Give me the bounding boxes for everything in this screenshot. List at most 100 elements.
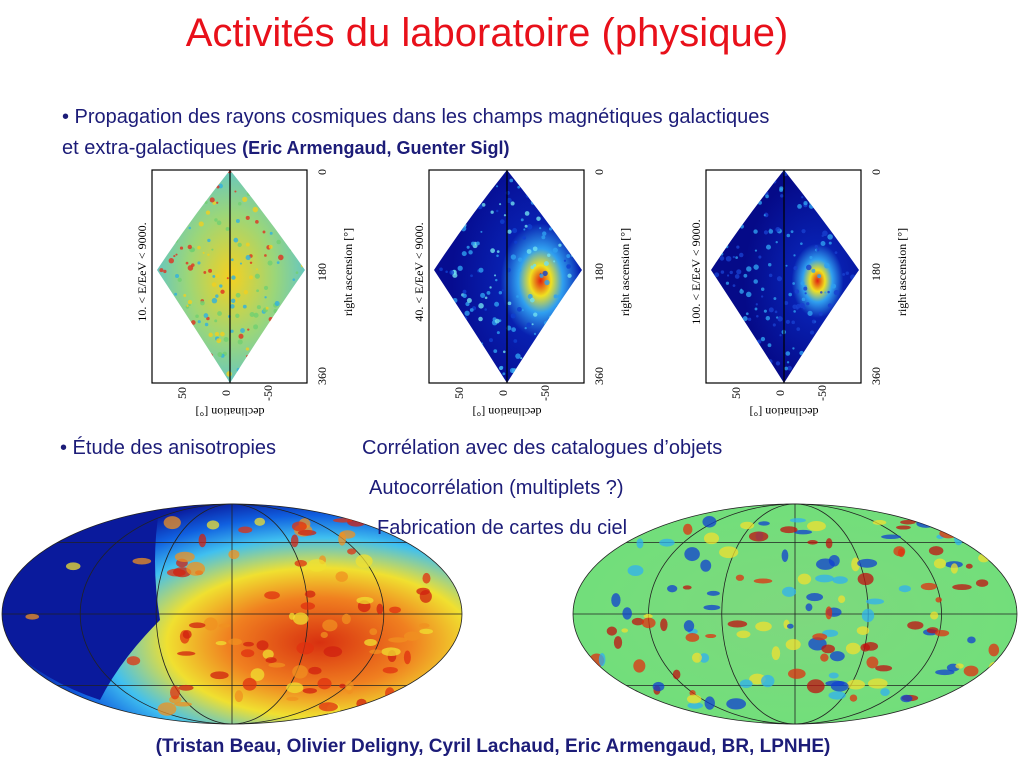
speck — [777, 316, 783, 322]
speck — [449, 270, 455, 275]
sky-panel: 100. < E/EeV < 9000. 0 180 360 right ascensi… — [687, 165, 909, 419]
blob — [641, 617, 656, 629]
blob — [198, 533, 207, 548]
speck — [820, 291, 823, 294]
speck — [239, 262, 243, 265]
blob — [419, 590, 432, 603]
blob — [860, 643, 871, 652]
blob — [403, 631, 421, 641]
speck — [159, 268, 164, 273]
speck — [230, 304, 235, 309]
speck — [816, 248, 820, 252]
blob — [595, 703, 615, 714]
speck — [216, 201, 219, 204]
blob — [25, 613, 40, 620]
blob — [339, 683, 346, 689]
speck — [187, 244, 192, 250]
speck — [566, 253, 571, 259]
blob — [832, 576, 848, 584]
speck — [796, 327, 801, 331]
speck — [780, 194, 784, 198]
bullet-text: et extra-galactiques (Eric Armengaud, Gu… — [62, 137, 509, 159]
blob — [341, 613, 351, 625]
speck — [520, 218, 524, 222]
blob — [933, 558, 947, 569]
ra-tick-label: 360 — [869, 367, 883, 385]
map-texture — [589, 516, 1001, 714]
ra-tick-label: 360 — [592, 367, 606, 385]
blob — [228, 549, 240, 560]
speck — [567, 273, 572, 278]
speck — [256, 289, 259, 293]
blob — [950, 563, 958, 574]
speck — [834, 251, 838, 255]
blob — [881, 534, 901, 540]
speck — [542, 231, 547, 236]
speck — [249, 261, 253, 265]
blob — [761, 674, 775, 688]
speck — [822, 230, 828, 237]
speck — [552, 247, 558, 253]
sky-lens — [157, 170, 305, 383]
speck — [211, 282, 217, 287]
speck — [494, 301, 500, 307]
map-texture — [25, 516, 434, 717]
speck — [462, 293, 467, 299]
speck — [548, 227, 553, 231]
blob — [234, 690, 244, 703]
speck — [524, 211, 530, 216]
speck — [768, 273, 773, 278]
blob — [786, 623, 794, 629]
speck — [214, 218, 218, 222]
ra-axis-label: right ascension [°] — [341, 228, 355, 316]
blob — [286, 682, 304, 694]
speck — [177, 277, 182, 282]
speck — [526, 249, 532, 254]
speck — [763, 214, 766, 217]
speck — [445, 270, 448, 274]
speck — [792, 347, 795, 350]
speck — [763, 309, 767, 313]
speck — [753, 279, 758, 284]
speck — [217, 311, 222, 316]
speck — [469, 308, 474, 312]
speck — [223, 336, 229, 342]
blob — [250, 668, 265, 682]
blob — [691, 652, 702, 663]
blob — [178, 684, 194, 691]
sky-lens — [434, 170, 582, 383]
speck — [745, 312, 749, 316]
speck — [754, 307, 758, 311]
speck — [205, 210, 211, 215]
blob — [846, 679, 866, 690]
blob — [126, 656, 141, 666]
blob — [660, 618, 668, 632]
speck — [527, 294, 533, 299]
speck — [243, 290, 248, 295]
list-item: Corrélation avec des catalogues d’objets — [362, 437, 722, 459]
bullet-heading: • Étude des anisotropies — [60, 436, 276, 459]
blob — [705, 633, 717, 639]
speck — [739, 252, 744, 258]
speck — [784, 300, 789, 305]
speck — [198, 221, 204, 227]
blob — [667, 585, 678, 593]
blob — [304, 590, 316, 598]
blob — [780, 526, 798, 534]
blob — [825, 538, 833, 549]
energy-label: 100. < E/EeV < 9000. — [689, 219, 703, 324]
speck — [827, 303, 833, 308]
speck — [480, 292, 486, 298]
speck — [185, 261, 189, 265]
blob — [606, 626, 617, 636]
speck — [831, 283, 837, 289]
speck — [269, 231, 273, 235]
blob — [403, 650, 411, 665]
speck — [496, 209, 499, 213]
blob — [820, 653, 829, 662]
blob — [965, 563, 973, 569]
speck — [203, 313, 209, 318]
blob — [356, 698, 367, 709]
speck — [245, 255, 251, 261]
speck — [503, 214, 507, 217]
